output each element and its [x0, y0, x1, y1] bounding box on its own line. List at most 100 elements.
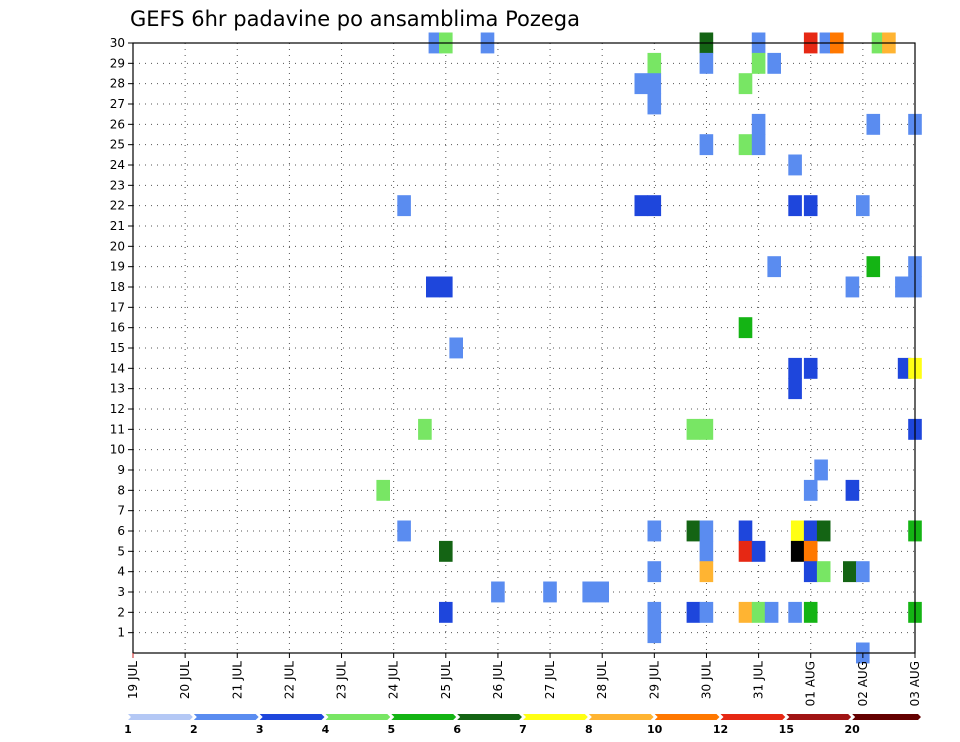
y-tick-label: 10	[110, 443, 125, 457]
heatmap-cell	[845, 276, 860, 298]
y-axis: 1234567891011121314151617181920212223242…	[110, 36, 133, 640]
heatmap-cell	[634, 195, 649, 217]
heatmap-cell	[751, 134, 766, 156]
heatmap-cell	[738, 601, 753, 623]
y-tick-label: 1	[117, 626, 125, 640]
x-tick-label: 22 JUL	[282, 661, 296, 699]
legend-label: 6	[453, 723, 461, 736]
heatmap-cell	[699, 561, 714, 583]
x-tick-label: 30 JUL	[699, 661, 713, 699]
heatmap-cell	[751, 540, 766, 562]
heatmap-cell	[897, 357, 912, 379]
legend-label: 3	[256, 723, 264, 736]
heatmap-cell	[738, 520, 753, 542]
y-tick-label: 24	[110, 158, 125, 172]
heatmap-cell	[686, 520, 701, 542]
heatmap-cell	[647, 561, 662, 583]
heatmap-cell	[843, 561, 857, 583]
heatmap-cell	[803, 540, 818, 562]
heatmap-cell	[449, 337, 463, 359]
heatmap-cell	[647, 622, 662, 644]
x-tick-label: 03 AUG	[908, 661, 922, 706]
heatmap-cell	[647, 52, 662, 74]
legend-label: 12	[713, 723, 728, 736]
color-legend: 1 2 3 4 5 6 7 8 10 12 15 20	[124, 714, 921, 736]
heatmap-cell	[764, 601, 779, 623]
legend-label: 8	[585, 723, 593, 736]
legend-swatch	[325, 714, 391, 720]
legend-swatch	[523, 714, 588, 720]
heatmap-cell	[767, 256, 781, 278]
heatmap-cell	[699, 601, 714, 623]
y-tick-label: 21	[110, 219, 125, 233]
heatmap-cell	[790, 540, 805, 562]
y-tick-label: 19	[110, 260, 125, 274]
heatmap-cell	[788, 378, 802, 400]
heatmap-cell	[814, 459, 828, 481]
y-tick-label: 15	[110, 341, 125, 355]
x-tick-label: 02 AUG	[856, 661, 870, 706]
heatmap-cell	[803, 357, 818, 379]
y-tick-label: 30	[110, 36, 125, 50]
heatmap-cell	[397, 195, 411, 217]
x-tick-label: 19 JUL	[126, 661, 140, 699]
heatmap-cell	[699, 540, 714, 562]
legend-swatch	[588, 714, 654, 720]
heatmap-cell	[738, 540, 753, 562]
heatmap-cell	[767, 52, 781, 74]
legend-label: 15	[779, 723, 794, 736]
heatmap-cell	[790, 520, 805, 542]
legend-label: 2	[190, 723, 198, 736]
x-tick-label: 20 JUL	[178, 661, 192, 699]
heatmap-cell	[397, 520, 411, 542]
heatmap-cell	[647, 601, 662, 623]
y-tick-label: 29	[110, 56, 125, 70]
x-tick-label: 31 JUL	[752, 661, 766, 699]
heatmap-cell	[816, 561, 831, 583]
y-tick-label: 25	[110, 138, 125, 152]
heatmap-cell	[418, 418, 432, 440]
legend-swatch	[786, 714, 852, 720]
heatmap-cell	[788, 601, 802, 623]
heatmap-cell	[376, 479, 390, 501]
heatmap-cell	[686, 418, 701, 440]
x-tick-label: 21 JUL	[230, 661, 244, 699]
y-tick-label: 20	[110, 239, 125, 253]
heatmap-cell	[751, 52, 766, 74]
legend-swatch	[654, 714, 720, 720]
heatmap-cell	[895, 276, 909, 298]
y-tick-label: 22	[110, 199, 125, 213]
y-tick-label: 14	[110, 361, 125, 375]
y-tick-label: 2	[117, 605, 125, 619]
y-tick-label: 27	[110, 97, 125, 111]
heatmap-cell	[491, 581, 505, 603]
legend-label: 4	[322, 723, 330, 736]
heatmap-cell	[856, 561, 870, 583]
y-tick-label: 28	[110, 77, 125, 91]
legend-swatch	[720, 714, 786, 720]
heatmap-cell	[751, 113, 766, 135]
heatmap-cell	[439, 601, 453, 623]
heatmap-cell	[803, 520, 818, 542]
heatmap-cell	[803, 195, 818, 217]
heatmap-cell	[816, 520, 831, 542]
legend-label: 5	[388, 723, 396, 736]
heatmap-cell	[543, 581, 557, 603]
heatmap-cell	[439, 276, 453, 298]
heatmap-cell	[647, 93, 662, 115]
x-tick-label: 01 AUG	[804, 661, 818, 706]
heatmap-cell	[699, 134, 714, 156]
legend-swatch	[391, 714, 457, 720]
x-tick-label: 25 JUL	[439, 661, 453, 699]
heatmap-cell	[647, 520, 662, 542]
heatmap-cell	[788, 195, 802, 217]
heatmap-cell	[439, 540, 453, 562]
heatmap-cell	[788, 154, 802, 176]
legend-label: 7	[519, 723, 527, 736]
legend-label: 20	[845, 723, 861, 736]
y-tick-label: 8	[117, 483, 125, 497]
heatmap-cell	[426, 276, 440, 298]
heatmap-cell	[647, 73, 662, 95]
legend-swatch	[852, 714, 921, 720]
y-tick-label: 7	[117, 504, 125, 518]
